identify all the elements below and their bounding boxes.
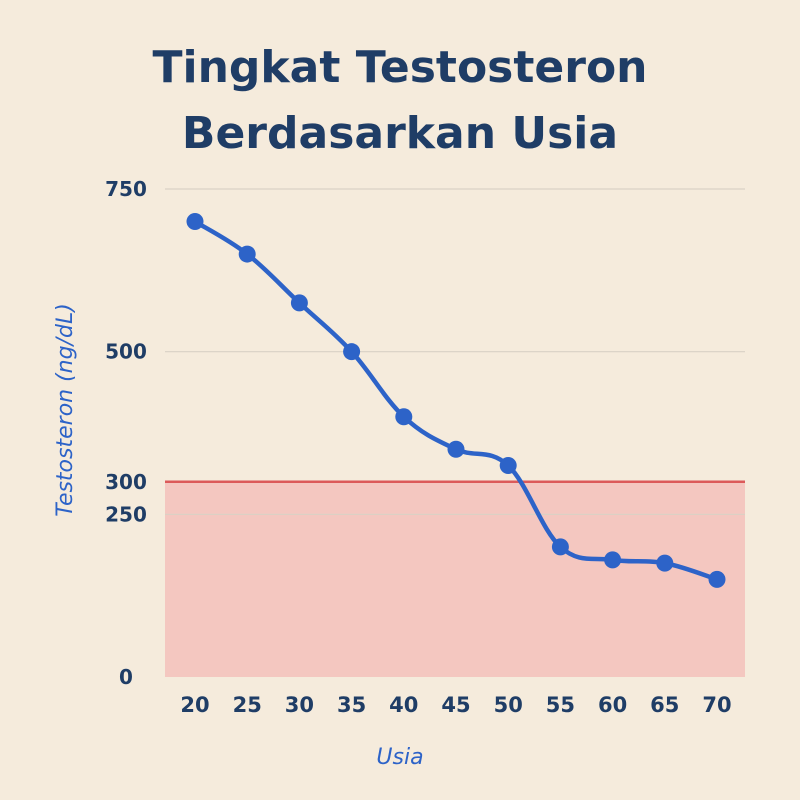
data-point-age-30 bbox=[290, 294, 308, 312]
gridlines bbox=[165, 188, 745, 515]
y-axis-label: Testosteron (ng/dL) bbox=[53, 303, 78, 517]
y-tick-label-500: 500 bbox=[105, 340, 147, 364]
data-point-age-65 bbox=[656, 554, 674, 572]
data-point-age-35 bbox=[343, 343, 361, 361]
data-point-age-45 bbox=[447, 440, 465, 458]
x-tick-label-65: 65 bbox=[650, 693, 679, 717]
data-point-age-40 bbox=[395, 408, 413, 426]
low-zone-group bbox=[165, 481, 745, 677]
x-tick-label-35: 35 bbox=[337, 693, 366, 717]
y-tick-label-300: 300 bbox=[105, 470, 147, 494]
axis-labels: Usia Testosteron (ng/dL) bbox=[53, 303, 424, 770]
data-point-age-50 bbox=[499, 457, 517, 475]
chart-title: Tingkat Testosteron Berdasarkan Usia bbox=[153, 42, 648, 159]
x-tick-label-70: 70 bbox=[702, 693, 731, 717]
x-tick-label-20: 20 bbox=[180, 693, 209, 717]
series-group bbox=[186, 213, 726, 588]
x-tick-label-30: 30 bbox=[285, 693, 314, 717]
data-point-age-55 bbox=[551, 538, 569, 556]
x-tick-label-55: 55 bbox=[546, 693, 575, 717]
x-tick-label-45: 45 bbox=[441, 693, 470, 717]
x-tick-label-60: 60 bbox=[598, 693, 627, 717]
data-point-age-25 bbox=[238, 245, 256, 263]
y-tick-label-750: 750 bbox=[105, 177, 147, 201]
low-testosterone-zone bbox=[165, 481, 745, 677]
y-tick-label-0: 0 bbox=[119, 665, 133, 689]
y-tick-label-250: 250 bbox=[105, 502, 147, 526]
x-axis-label: Usia bbox=[376, 745, 423, 770]
data-point-age-20 bbox=[186, 213, 204, 231]
x-axis-ticks: 20 25 30 35 40 45 50 55 60 65 70 bbox=[180, 693, 731, 717]
data-point-age-70 bbox=[708, 570, 726, 588]
chart-title-line-1: Tingkat Testosteron bbox=[153, 42, 648, 93]
data-point-age-60 bbox=[604, 551, 622, 569]
x-tick-label-40: 40 bbox=[389, 693, 418, 717]
x-tick-label-25: 25 bbox=[233, 693, 262, 717]
x-tick-label-50: 50 bbox=[494, 693, 523, 717]
chart-title-line-2: Berdasarkan Usia bbox=[182, 108, 618, 159]
y-axis-ticks: 750 500 300 250 0 bbox=[105, 177, 147, 689]
